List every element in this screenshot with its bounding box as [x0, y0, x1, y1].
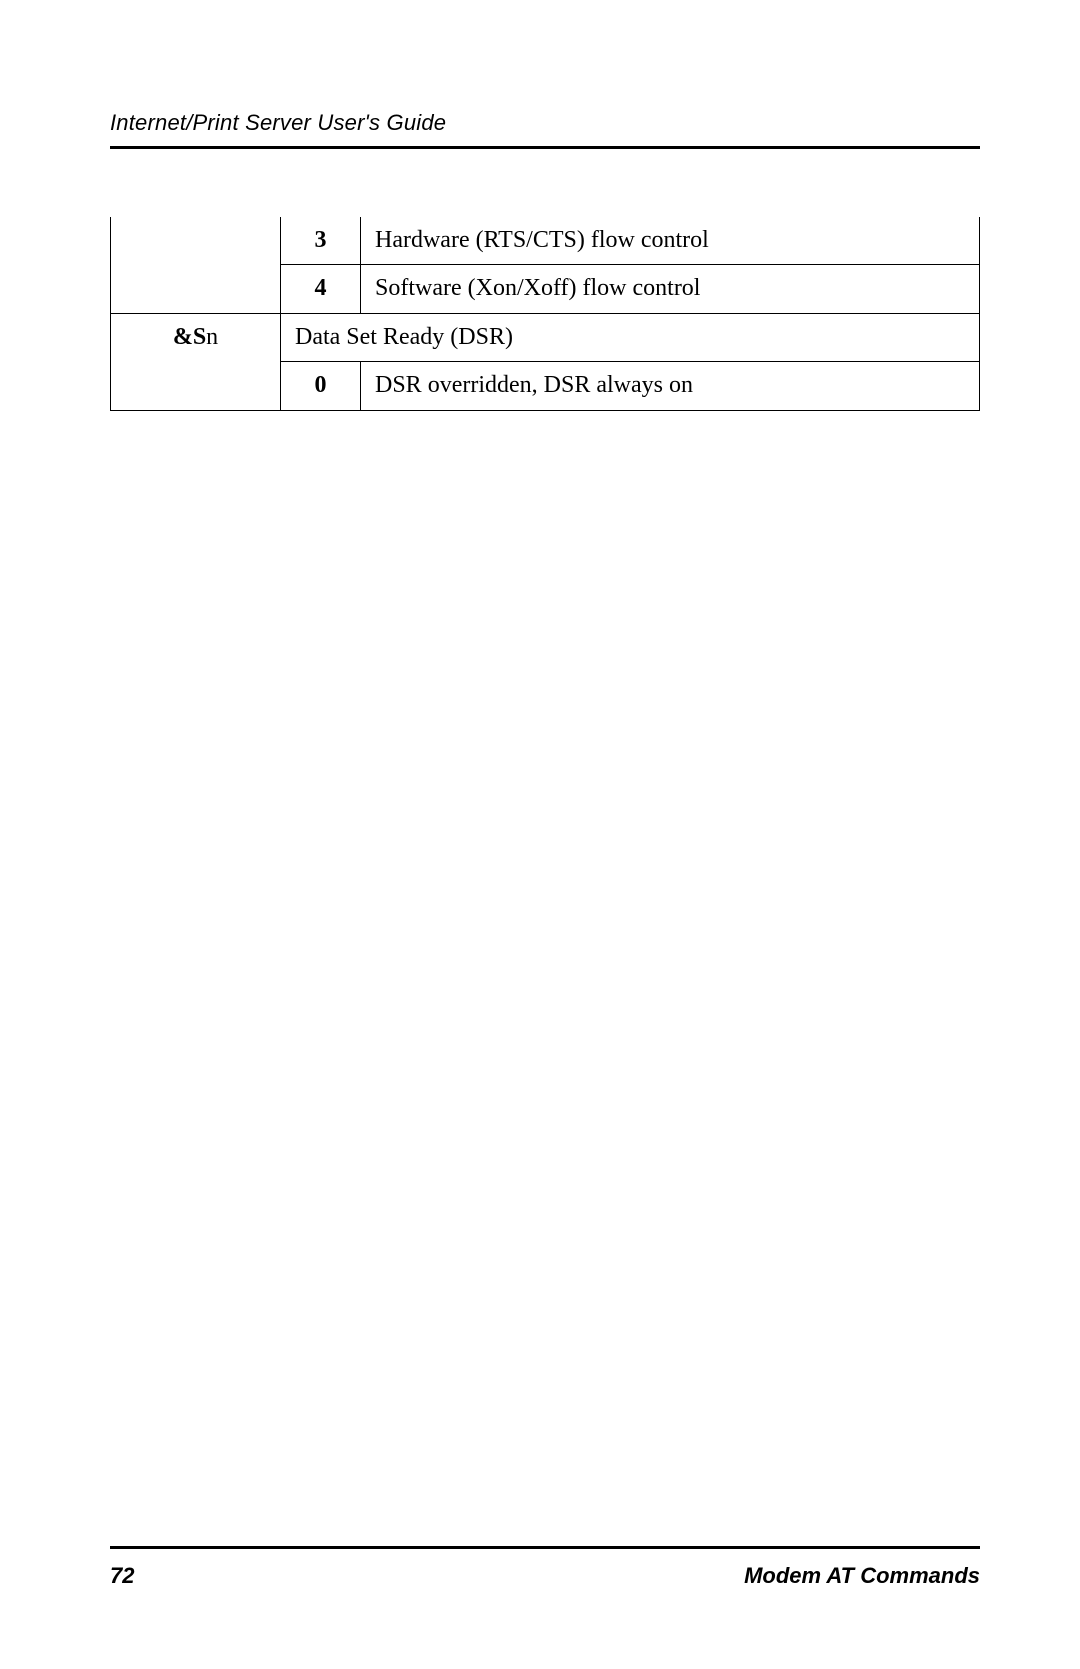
cell-command [111, 265, 281, 313]
page-footer: 72 Modem AT Commands [110, 1546, 980, 1589]
table-row: 4 Software (Xon/Xoff) flow control [111, 265, 980, 313]
at-commands-table: 3 Hardware (RTS/CTS) flow control 4 Soft… [110, 217, 980, 411]
content-area: 3 Hardware (RTS/CTS) flow control 4 Soft… [110, 217, 980, 411]
table-row: &Sn Data Set Ready (DSR) [111, 313, 980, 361]
cell-param: 3 [281, 217, 361, 265]
cmd-amp: & [173, 324, 193, 350]
cell-command: &Sn [111, 313, 281, 361]
section-title: Modem AT Commands [744, 1563, 980, 1589]
table-row: 0 DSR overridden, DSR always on [111, 362, 980, 410]
cell-description: Data Set Ready (DSR) [281, 313, 980, 361]
cell-param: 0 [281, 362, 361, 410]
cell-description: Hardware (RTS/CTS) flow control [361, 217, 980, 265]
cell-description: Software (Xon/Xoff) flow control [361, 265, 980, 313]
cell-description: DSR overridden, DSR always on [361, 362, 980, 410]
cmd-letter: S [193, 324, 206, 350]
table-row: 3 Hardware (RTS/CTS) flow control [111, 217, 980, 265]
cmd-suffix: n [206, 324, 218, 350]
page-number: 72 [110, 1563, 134, 1589]
cell-param: 4 [281, 265, 361, 313]
page: Internet/Print Server User's Guide 3 Har… [0, 0, 1080, 1669]
cell-command [111, 362, 281, 410]
cell-command [111, 217, 281, 265]
running-header: Internet/Print Server User's Guide [110, 110, 980, 149]
